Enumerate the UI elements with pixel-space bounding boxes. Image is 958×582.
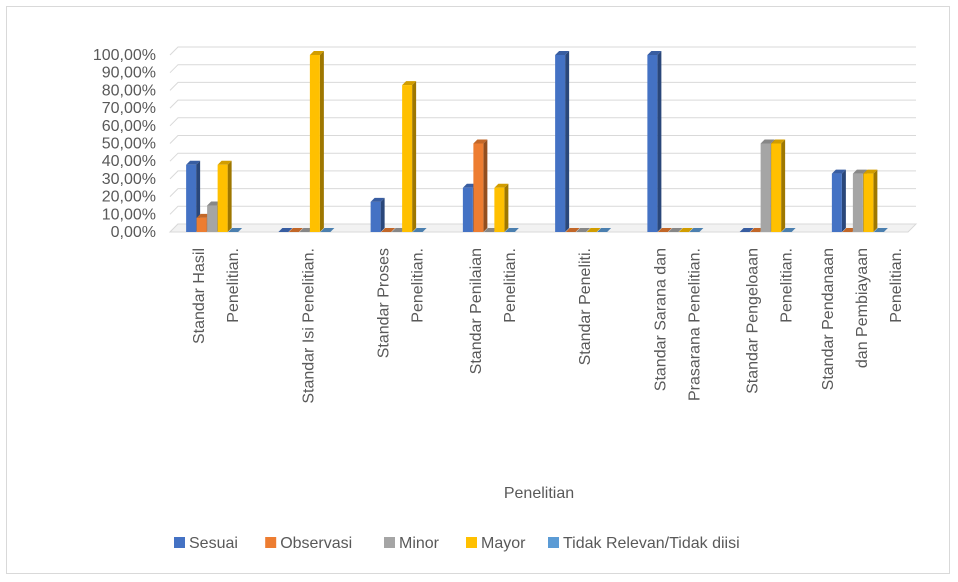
bar-tidak-relevan-tidak-diisi xyxy=(320,228,335,232)
bar-sesuai xyxy=(370,197,385,232)
y-tick-label: 80,00% xyxy=(102,82,156,99)
y-tick-label: 70,00% xyxy=(102,100,156,117)
legend-swatch xyxy=(174,537,185,548)
gridline xyxy=(169,205,916,215)
gridline xyxy=(169,152,916,162)
bar-observasi xyxy=(288,228,303,232)
bar-mayor xyxy=(217,160,232,232)
bar-tidak-relevan-tidak-diisi xyxy=(597,228,612,232)
bar-tidak-relevan-tidak-diisi xyxy=(504,228,519,232)
y-tick-label: 60,00% xyxy=(102,118,156,135)
x-category-label: Standar Pendanaan xyxy=(820,248,837,390)
legend-label: Sesuai xyxy=(189,535,238,552)
y-tick-label: 40,00% xyxy=(102,153,156,170)
gridline xyxy=(169,81,916,91)
gridline xyxy=(169,99,916,109)
x-category-label: Penelitian. xyxy=(410,248,427,323)
y-tick-label: 10,00% xyxy=(102,206,156,223)
legend-label: Tidak Relevan/Tidak diisi xyxy=(563,535,740,552)
chart-frame xyxy=(6,6,950,574)
y-tick-label: 90,00% xyxy=(102,65,156,82)
gridline xyxy=(169,188,916,197)
bar-sesuai xyxy=(647,51,662,232)
x-category-label: Standar Pengeloaan xyxy=(745,248,762,394)
x-category-label: Penelitian. xyxy=(225,248,242,323)
y-tick-label: 20,00% xyxy=(102,189,156,206)
bar-mayor xyxy=(494,183,509,232)
bar-mayor xyxy=(586,228,601,232)
bar-sesuai xyxy=(739,228,754,232)
bar-tidak-relevan-tidak-diisi xyxy=(689,228,704,232)
bar-mayor xyxy=(771,139,786,232)
x-category-label: Standar Hasil xyxy=(191,248,208,344)
x-category-label: Prasarana Penelitian. xyxy=(686,248,703,401)
legend-item: Minor xyxy=(384,535,440,552)
bar-observasi xyxy=(381,228,396,232)
legend-item: Tidak Relevan/Tidak diisi xyxy=(548,535,740,552)
legend-swatch xyxy=(466,537,477,548)
bar-sesuai xyxy=(555,51,570,232)
legend-label: Observasi xyxy=(280,535,352,552)
y-tick-label: 0,00% xyxy=(111,224,156,241)
bar-observasi xyxy=(657,228,672,232)
x-category-label: Penelitian. xyxy=(888,248,905,323)
bar-sesuai xyxy=(186,160,201,232)
y-tick-label: 30,00% xyxy=(102,171,156,188)
bar-mayor xyxy=(678,228,693,232)
bar-minor xyxy=(668,228,683,232)
gridline xyxy=(169,170,916,180)
bar-observasi xyxy=(565,228,580,232)
gridline xyxy=(169,46,916,56)
legend-item: Sesuai xyxy=(174,535,238,552)
y-tick-label: 50,00% xyxy=(102,136,156,153)
bar-tidak-relevan-tidak-diisi xyxy=(873,228,888,232)
legend-swatch xyxy=(265,537,277,548)
x-axis-title: Penelitian xyxy=(504,485,574,502)
legend-label: Minor xyxy=(399,535,440,552)
bar-sesuai xyxy=(831,169,846,232)
x-category-label: Standar Sarana dan xyxy=(652,248,669,391)
legend-swatch xyxy=(384,537,395,548)
x-category-label: Penelitian. xyxy=(779,248,796,323)
gridline xyxy=(169,64,916,74)
gridline xyxy=(169,135,916,144)
bar-tidak-relevan-tidak-diisi xyxy=(228,228,243,232)
x-category-label: Standar Peneliti. xyxy=(577,248,594,365)
bar-observasi xyxy=(473,139,488,232)
bar-tidak-relevan-tidak-diisi xyxy=(781,228,796,232)
legend-item: Observasi xyxy=(265,535,352,552)
bar-mayor xyxy=(863,169,878,232)
x-category-label: Standar Isi Penelitian. xyxy=(300,248,317,404)
x-category-label: Standar Proses xyxy=(376,248,393,358)
bar-sesuai xyxy=(278,228,293,232)
y-tick-label: 100,00% xyxy=(93,47,156,64)
bar-mayor xyxy=(402,81,417,232)
bar-mayor xyxy=(309,51,324,232)
bar-tidak-relevan-tidak-diisi xyxy=(412,228,427,232)
legend-item: Mayor xyxy=(466,535,526,552)
legend-label: Mayor xyxy=(481,535,526,552)
x-category-label: Standar Penilaian xyxy=(468,248,485,374)
bar-minor xyxy=(576,228,591,232)
x-category-label: Penelitian. xyxy=(502,248,519,323)
gridline xyxy=(169,117,916,127)
legend-swatch xyxy=(548,537,559,548)
x-category-label: dan Pembiayaan xyxy=(854,248,871,368)
